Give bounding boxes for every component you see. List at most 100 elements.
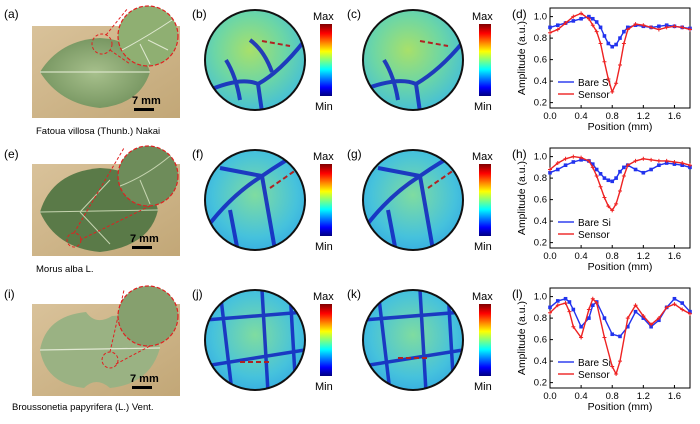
data-point-bare-si <box>590 303 595 308</box>
data-point-sensor <box>586 307 591 312</box>
y-tick-label: 0.8 <box>534 173 547 184</box>
x-tick-label: 0.8 <box>606 391 619 402</box>
data-point-sensor <box>579 155 584 160</box>
scale-bar <box>134 108 154 111</box>
scale-bar-label: 7 mm <box>132 95 161 107</box>
photo-panel-e: (e) 7 mm Morus alba L. <box>4 145 180 275</box>
colorbar-gradient <box>479 24 491 96</box>
scan-line <box>269 169 297 189</box>
data-point-bare-si <box>688 165 692 170</box>
zoom-line <box>79 205 151 241</box>
data-point-sensor <box>649 322 654 327</box>
data-point-bare-si <box>622 29 626 34</box>
colorbar-min: Min <box>315 241 333 253</box>
colorbar-min: Min <box>315 381 333 393</box>
zoom-line <box>115 345 151 365</box>
panel-label-e: (e) <box>4 147 19 161</box>
data-point-sensor <box>555 27 560 32</box>
x-tick-label: 1.2 <box>637 111 650 122</box>
species-caption: Broussonetia papyrifera (L.) Vent. <box>12 402 154 413</box>
data-point-sensor <box>649 25 654 30</box>
data-point-bare-si <box>606 178 611 183</box>
x-tick-label: 0.8 <box>606 251 619 262</box>
data-point-sensor <box>563 301 568 306</box>
y-axis-label: Amplitude (a.u.) <box>516 21 528 95</box>
x-tick-label: 1.2 <box>637 251 650 262</box>
data-point-bare-si <box>688 309 692 314</box>
data-point-sensor <box>614 81 619 86</box>
colorbar-k: Max Min <box>472 291 493 393</box>
plot-frame <box>549 7 691 109</box>
x-axis-label: Position (mm) <box>588 401 653 413</box>
zoom-line <box>109 289 125 353</box>
data-point-sensor <box>680 161 685 166</box>
plot-frame <box>549 147 691 249</box>
data-point-sensor <box>548 310 552 315</box>
data-point-bare-si <box>587 14 591 19</box>
colorbar-max: Max <box>472 11 493 23</box>
data-point-bare-si <box>598 172 603 176</box>
data-point-sensor <box>633 303 638 308</box>
legend-label: Sensor <box>578 90 610 101</box>
data-point-bare-si <box>633 309 638 314</box>
vein-pattern <box>363 40 463 110</box>
vein-pattern <box>205 150 305 250</box>
data-point-sensor <box>571 14 576 19</box>
data-point-bare-si <box>680 163 685 168</box>
data-point-bare-si <box>555 167 560 172</box>
data-point-sensor <box>656 27 661 32</box>
data-point-sensor <box>590 165 595 170</box>
panel-label-d: (d) <box>512 7 527 21</box>
y-tick-label: 0.2 <box>534 98 547 109</box>
y-tick-label: 0.6 <box>534 335 547 346</box>
data-point-bare-si <box>548 170 552 175</box>
data-point-sensor <box>614 201 619 206</box>
panel-label-j: (j) <box>192 287 203 301</box>
legend-label: Bare Si <box>578 78 611 89</box>
data-point-sensor <box>680 25 685 30</box>
x-axis-label: Position (mm) <box>588 121 653 133</box>
colorbar-max: Max <box>313 11 334 23</box>
vein-pattern <box>363 290 463 390</box>
data-point-sensor <box>688 27 692 32</box>
data-point-bare-si <box>579 158 583 162</box>
colorbar-max: Max <box>313 151 334 163</box>
line-chart-h: 0.0 0.4 0.8 1.2 1.6 0.2 0.4 0.6 0.8 1.0 Position (… <box>516 147 692 273</box>
data-point-bare-si <box>571 19 576 23</box>
data-point-sensor <box>594 173 599 178</box>
data-point-bare-si <box>606 41 611 46</box>
data-point-sensor <box>649 157 654 162</box>
data-point-sensor <box>579 11 584 16</box>
panel-label-i: (i) <box>4 287 15 301</box>
species-caption: Morus alba L. <box>36 264 94 275</box>
data-point-sensor <box>548 30 552 35</box>
x-tick-label: 1.6 <box>668 391 681 402</box>
data-point-sensor <box>598 184 603 189</box>
y-tick-label: 0.4 <box>534 216 547 227</box>
data-point-bare-si <box>602 176 607 180</box>
colorbar-c: Max Min <box>472 11 493 113</box>
data-point-bare-si <box>618 334 622 339</box>
data-point-bare-si <box>622 165 626 170</box>
data-point-sensor <box>656 316 661 321</box>
data-point-bare-si <box>555 299 560 303</box>
data-point-bare-si <box>625 324 630 329</box>
colorbar-gradient <box>320 304 332 376</box>
map-panel-k: (k) <box>347 287 464 391</box>
data-point-bare-si <box>563 163 568 168</box>
zoom-line <box>73 147 125 234</box>
data-point-bare-si <box>614 42 618 47</box>
zoom-veins <box>121 19 173 65</box>
scale-bar-label: 7 mm <box>130 373 159 385</box>
data-point-sensor <box>625 316 630 321</box>
y-axis-label: Amplitude (a.u.) <box>516 161 528 235</box>
colorbar-j: Max Min <box>313 291 334 393</box>
data-point-bare-si <box>548 305 552 310</box>
data-point-sensor <box>602 59 607 64</box>
data-point-bare-si <box>590 16 595 21</box>
data-point-sensor <box>625 163 630 168</box>
data-point-bare-si <box>579 16 583 21</box>
x-tick-label: 0.0 <box>543 111 556 122</box>
y-tick-label: 0.8 <box>534 313 547 324</box>
x-tick-label: 0.0 <box>543 251 556 262</box>
